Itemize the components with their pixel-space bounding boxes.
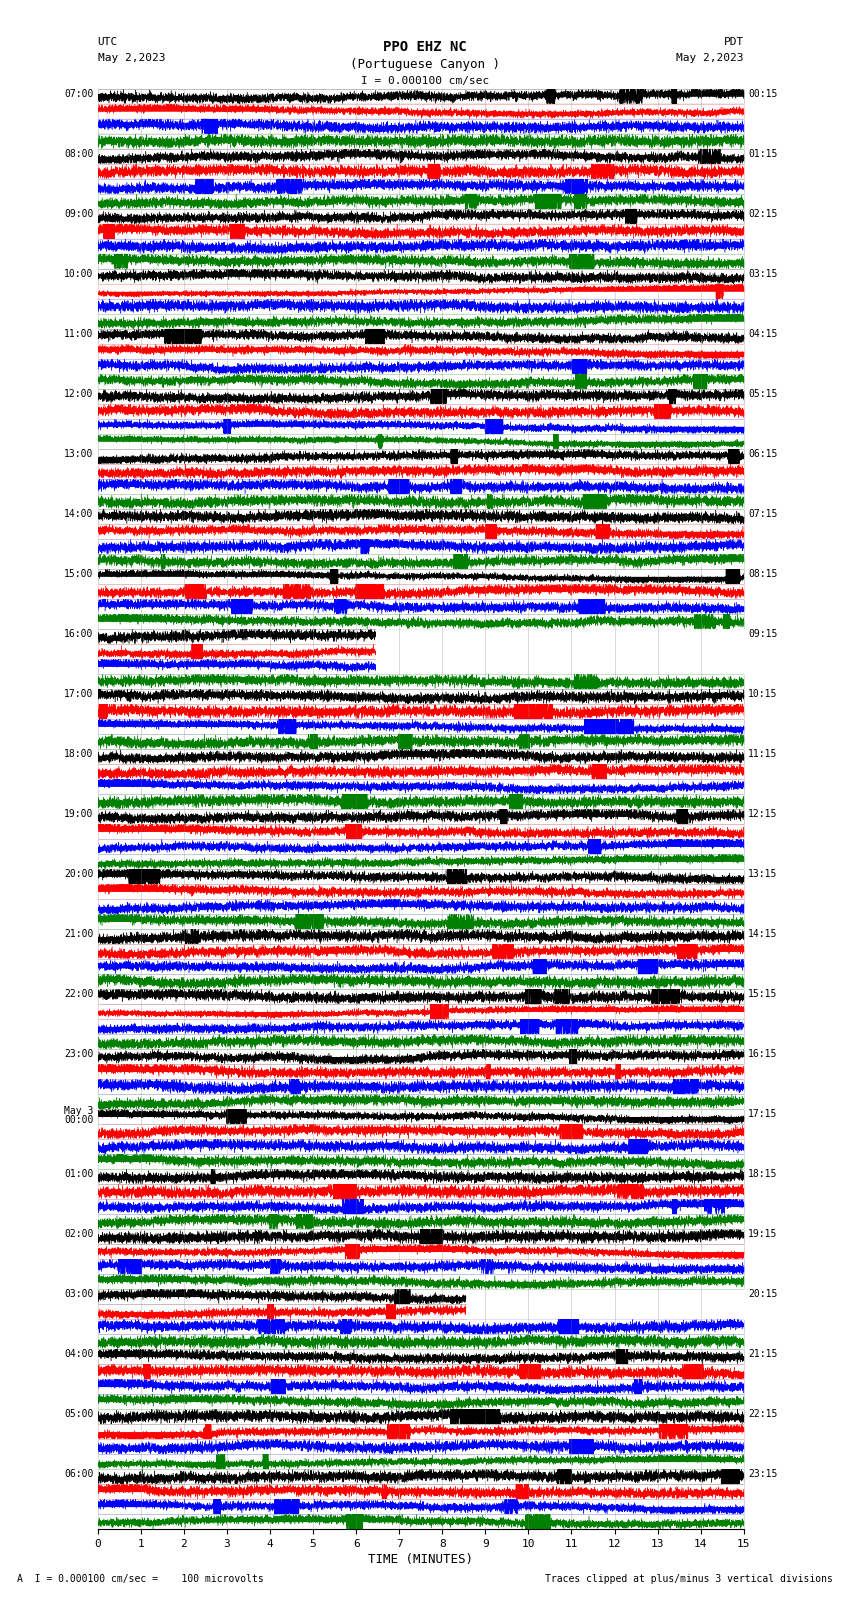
Text: 19:15: 19:15: [748, 1229, 778, 1239]
Text: 07:00: 07:00: [64, 89, 94, 98]
Text: UTC: UTC: [98, 37, 118, 47]
Text: 00:15: 00:15: [748, 89, 778, 98]
Text: 18:15: 18:15: [748, 1169, 778, 1179]
Text: 03:15: 03:15: [748, 269, 778, 279]
Text: May 2,2023: May 2,2023: [677, 53, 744, 63]
Text: 04:00: 04:00: [64, 1348, 94, 1360]
Text: 05:15: 05:15: [748, 389, 778, 398]
Text: 19:00: 19:00: [64, 810, 94, 819]
Text: 01:00: 01:00: [64, 1169, 94, 1179]
Text: (Portuguese Canyon ): (Portuguese Canyon ): [350, 58, 500, 71]
Text: 08:00: 08:00: [64, 148, 94, 158]
Text: PPO EHZ NC: PPO EHZ NC: [383, 40, 467, 55]
Text: 15:00: 15:00: [64, 569, 94, 579]
Text: 05:00: 05:00: [64, 1410, 94, 1419]
Text: May 3: May 3: [64, 1107, 94, 1116]
Text: 02:00: 02:00: [64, 1229, 94, 1239]
Text: 13:15: 13:15: [748, 869, 778, 879]
X-axis label: TIME (MINUTES): TIME (MINUTES): [368, 1553, 473, 1566]
Text: 22:15: 22:15: [748, 1410, 778, 1419]
Text: 14:00: 14:00: [64, 508, 94, 519]
Text: Traces clipped at plus/minus 3 vertical divisions: Traces clipped at plus/minus 3 vertical …: [545, 1574, 833, 1584]
Text: A  I = 0.000100 cm/sec =    100 microvolts: A I = 0.000100 cm/sec = 100 microvolts: [17, 1574, 264, 1584]
Text: 15:15: 15:15: [748, 989, 778, 998]
Text: 04:15: 04:15: [748, 329, 778, 339]
Text: 20:00: 20:00: [64, 869, 94, 879]
Text: 03:00: 03:00: [64, 1289, 94, 1298]
Text: 12:00: 12:00: [64, 389, 94, 398]
Text: 10:00: 10:00: [64, 269, 94, 279]
Text: I = 0.000100 cm/sec: I = 0.000100 cm/sec: [361, 76, 489, 85]
Text: 13:00: 13:00: [64, 448, 94, 458]
Text: 17:15: 17:15: [748, 1110, 778, 1119]
Text: 17:00: 17:00: [64, 689, 94, 698]
Text: 12:15: 12:15: [748, 810, 778, 819]
Text: 20:15: 20:15: [748, 1289, 778, 1298]
Text: 08:15: 08:15: [748, 569, 778, 579]
Text: 23:00: 23:00: [64, 1048, 94, 1060]
Text: 18:00: 18:00: [64, 748, 94, 758]
Text: 16:15: 16:15: [748, 1048, 778, 1060]
Text: 06:00: 06:00: [64, 1469, 94, 1479]
Text: 06:15: 06:15: [748, 448, 778, 458]
Text: 09:15: 09:15: [748, 629, 778, 639]
Text: 11:15: 11:15: [748, 748, 778, 758]
Text: 10:15: 10:15: [748, 689, 778, 698]
Text: 21:15: 21:15: [748, 1348, 778, 1360]
Text: 21:00: 21:00: [64, 929, 94, 939]
Text: 14:15: 14:15: [748, 929, 778, 939]
Text: 09:00: 09:00: [64, 208, 94, 219]
Text: 22:00: 22:00: [64, 989, 94, 998]
Text: 01:15: 01:15: [748, 148, 778, 158]
Text: PDT: PDT: [723, 37, 744, 47]
Text: 11:00: 11:00: [64, 329, 94, 339]
Text: 07:15: 07:15: [748, 508, 778, 519]
Text: 02:15: 02:15: [748, 208, 778, 219]
Text: 16:00: 16:00: [64, 629, 94, 639]
Text: 23:15: 23:15: [748, 1469, 778, 1479]
Text: May 2,2023: May 2,2023: [98, 53, 165, 63]
Text: 00:00: 00:00: [64, 1116, 94, 1126]
